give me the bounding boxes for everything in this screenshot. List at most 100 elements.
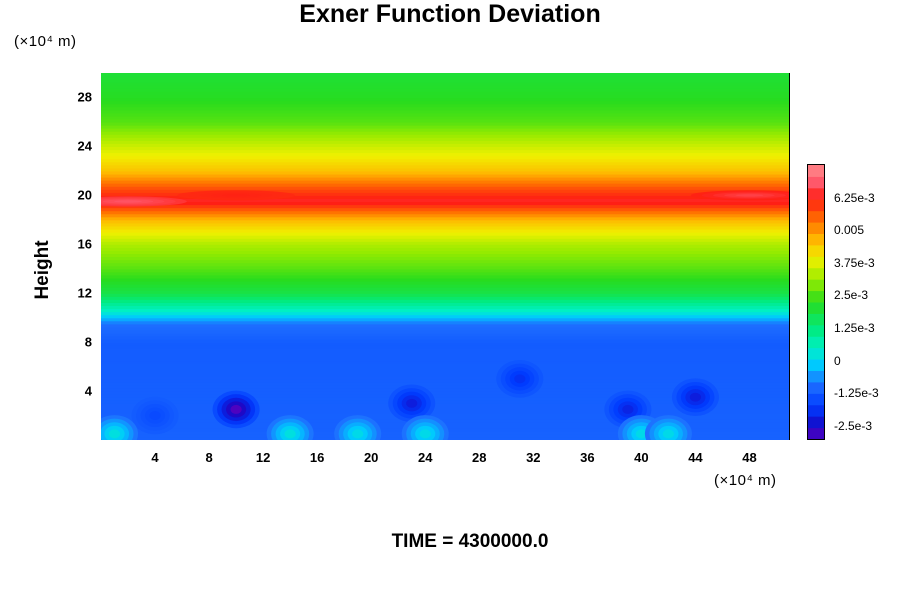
colorbar-swatch [808,324,824,337]
heatmap-band [101,115,790,120]
colorbar-label: 2.5e-3 [834,288,869,303]
heatmap-band [101,76,790,80]
heatmap-band [101,222,790,227]
heatmap-band [101,317,790,322]
heatmap-band [101,259,790,264]
heatmap-band [101,329,790,334]
heatmap-band [101,207,790,212]
heatmap-band [101,323,790,328]
heatmap-band [101,183,790,187]
colorbar-swatch [808,187,824,200]
heatmap-band [101,225,790,230]
y-tick-label: 20 [77,187,92,203]
y-tick-label: 24 [77,138,92,154]
heatmap-band [101,192,790,196]
heatmap-band [101,195,790,199]
heatmap-band [101,235,790,239]
heatmap-band [101,326,790,331]
heatmap-band [101,170,790,175]
heatmap-band [101,311,790,316]
contour-feature [177,190,295,201]
heatmap-band [101,146,790,151]
heatmap-band [101,161,790,166]
heatmap-band [101,372,790,377]
heatmap-band [101,412,790,417]
heatmap-band [101,109,790,114]
x-tick-label: 16 [309,450,325,465]
contour-ring [735,194,764,197]
colorbar-label: -1.25e-3 [834,386,879,401]
contour-feature [131,396,179,435]
heatmap-band [101,232,790,236]
heatmap-band [101,219,790,224]
colorbar-swatch [808,279,824,292]
contour-feature [334,415,382,440]
contour-ring [230,404,242,414]
heatmap-band [101,296,790,300]
colorbar-swatch [808,313,824,326]
heatmap-band [101,369,790,374]
heatmap-band [101,100,790,105]
heatmap-band [101,137,790,141]
colorbar-swatch [808,199,824,212]
colorbar-swatch [808,267,824,280]
heatmap-band [101,284,790,288]
time-label: TIME = 4300000.0 [391,531,549,552]
x-tick-label: 36 [580,450,595,465]
heatmap-band [101,149,790,154]
contour-ring [149,411,161,421]
x-tick-label: 8 [205,450,213,465]
heatmap-band [101,256,790,261]
colorbar-swatch [808,336,824,349]
heatmap-band [101,180,790,184]
heatmap [101,73,790,440]
heatmap-band [101,418,790,423]
heatmap-band [101,280,790,285]
heatmap-band [101,173,790,178]
heatmap-band [101,366,790,371]
contour-ring [284,429,296,439]
heatmap-band [101,277,790,282]
contour-ring [635,429,647,439]
y-tick-label: 12 [77,285,92,301]
colorbar-swatch [808,233,824,246]
heatmap-band [101,204,790,209]
heatmap-band [101,375,790,380]
heatmap-band [101,308,790,313]
colorbar-label: 6.25e-3 [834,190,875,205]
chart-title: Exner Function Deviation [299,0,601,28]
x-tick-label: 32 [526,450,541,465]
heatmap-band [101,357,790,362]
heatmap-band [101,94,790,99]
heatmap-band [101,351,790,355]
heatmap-band [101,118,790,123]
y-tick-label: 16 [77,236,92,252]
contour-feature [401,415,449,440]
contour-ring [352,429,364,439]
x-tick-label: 28 [472,450,487,465]
contour-ring [622,404,634,414]
colorbar-swatch [808,176,824,189]
colorbar-swatch [808,222,824,234]
contour-ring [419,429,431,439]
heatmap-band [101,409,790,414]
heatmap-band [101,394,790,398]
heatmap-band [101,186,790,190]
colorbar-label: 3.75e-3 [834,255,875,270]
heatmap-band [101,164,790,169]
contour-feature [101,415,139,440]
heatmap-band [101,299,790,303]
heatmap-band [101,198,790,203]
heatmap-band [101,244,790,248]
colorbar-swatch [808,404,824,417]
heatmap-band [101,253,790,258]
contour-feature [388,384,436,423]
heatmap-band [101,360,790,365]
contour-ring [108,429,121,439]
colorbar [807,164,825,440]
x-axis-unit: (×10⁴ m) [714,472,777,489]
heatmap-band [101,302,790,307]
contour-feature [496,360,544,398]
contour-feature [644,415,692,440]
heatmap-band [101,378,790,383]
